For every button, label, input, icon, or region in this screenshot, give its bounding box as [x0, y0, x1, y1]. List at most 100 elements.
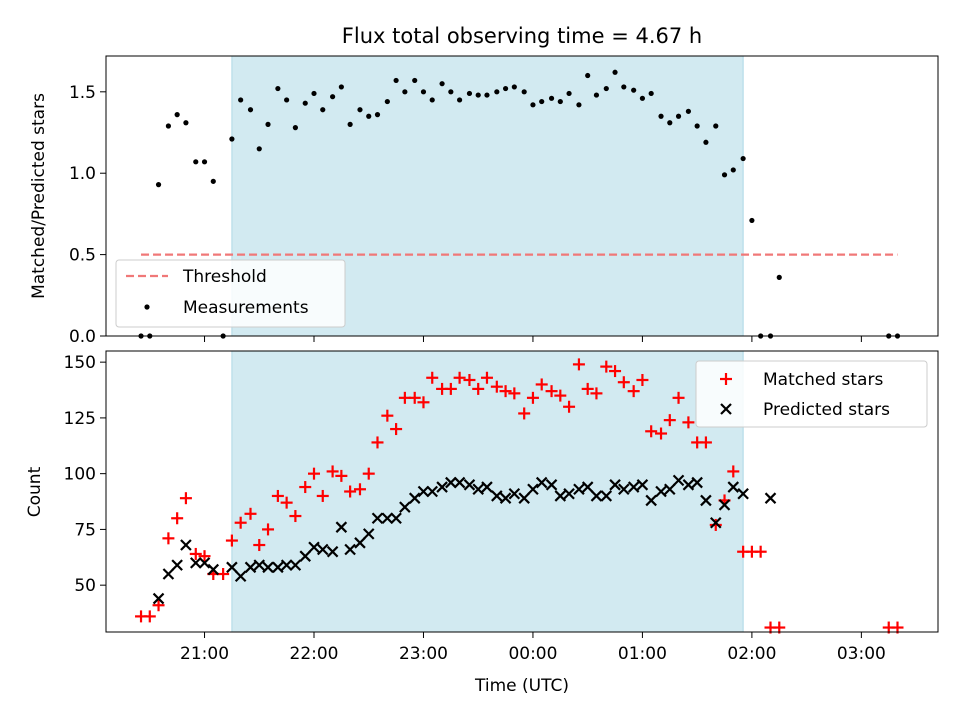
- matched-star-point: [545, 385, 558, 398]
- bottom-y-ticks: 50 75 100 125 150: [64, 353, 106, 596]
- predicted-star-point: [764, 492, 777, 504]
- predicted-star-point: [189, 557, 202, 569]
- bottom-x-ticks: 21:00 22:00 23:00 00:00 01:00 02:00 03:00: [180, 632, 886, 664]
- legend-predicted-label: Predicted stars: [763, 400, 890, 420]
- matched-star-point: [490, 380, 503, 393]
- measurement-point: [776, 274, 782, 280]
- matched-star-point: [672, 391, 685, 404]
- matched-star-point: [335, 469, 348, 482]
- legend-predicted-swatch: [720, 403, 732, 415]
- measurement-point: [174, 112, 180, 118]
- predicted-star-point: [508, 487, 521, 500]
- predicted-star-point: [326, 545, 339, 558]
- predicted-star-point: [545, 479, 558, 491]
- measurement-point: [330, 94, 336, 100]
- predicted-star-point: [180, 539, 192, 551]
- predicted-star-point: [436, 481, 448, 493]
- measurement-point: [402, 89, 408, 95]
- predicted-star-point: [563, 487, 575, 500]
- matched-star-point: [636, 373, 649, 386]
- y-tick-label: 75: [74, 520, 96, 540]
- matched-star-point: [344, 485, 357, 498]
- measurement-point: [412, 77, 418, 84]
- matched-star-point: [590, 387, 603, 400]
- legend-matched-label: Matched stars: [763, 370, 883, 390]
- measurement-point: [338, 84, 344, 90]
- matched-star-point: [645, 425, 658, 438]
- measurement-point: [740, 155, 746, 162]
- predicted-star-point: [518, 492, 530, 504]
- predicted-star-point: [162, 568, 175, 580]
- measurement-point: [420, 89, 427, 95]
- y-tick-label: 1.5: [69, 83, 96, 103]
- measurement-point: [429, 97, 435, 103]
- matched-star-point: [189, 547, 202, 560]
- predicted-star-point: [481, 481, 493, 493]
- top-y-ticks: 0.0 0.5 1.0 1.5: [69, 83, 106, 347]
- matched-star-point: [381, 409, 394, 422]
- matched-star-point: [463, 373, 476, 386]
- matched-star-point: [655, 427, 668, 440]
- measurement-point: [393, 77, 399, 84]
- predicted-star-point: [664, 483, 676, 496]
- predicted-star-point: [445, 476, 457, 489]
- predicted-star-point: [645, 494, 657, 507]
- matched-star-point: [444, 382, 457, 395]
- predicted-star-point: [289, 559, 302, 571]
- measurement-point: [275, 85, 281, 92]
- predicted-star-point: [691, 476, 703, 489]
- matched-star-point: [353, 483, 366, 496]
- measurement-point: [247, 107, 254, 113]
- predicted-star-point: [408, 492, 421, 504]
- matched-star-point: [508, 387, 521, 400]
- y-tick-label: 150: [64, 353, 96, 373]
- matched-star-point: [408, 391, 421, 404]
- measurement-point: [621, 84, 627, 90]
- predicted-star-point: [636, 479, 649, 491]
- predicted-star-point: [672, 474, 685, 487]
- matched-star-point: [289, 510, 302, 523]
- predicted-star-point: [152, 592, 165, 605]
- legend-matched-swatch: [720, 373, 732, 385]
- y-tick-label: 100: [64, 465, 96, 485]
- matched-star-point: [480, 371, 493, 384]
- predicted-star-point: [491, 490, 503, 502]
- matched-star-point: [426, 371, 439, 384]
- matched-star-point: [198, 550, 211, 563]
- matched-star-point: [572, 358, 585, 371]
- top-legend-box: [115, 259, 346, 328]
- matched-star-point: [179, 492, 192, 505]
- x-tick-label: 22:00: [290, 644, 339, 664]
- predicted-star-point: [399, 501, 411, 513]
- matched-star-point: [663, 414, 676, 427]
- top-axes-frame: [105, 55, 939, 337]
- predicted-star-point: [226, 561, 238, 574]
- predicted-star-point: [499, 492, 512, 504]
- measurement-point: [366, 113, 372, 119]
- predicted-star-point: [280, 559, 293, 571]
- measurement-point: [210, 178, 216, 184]
- measurement-point: [284, 97, 290, 103]
- matched-star-point: [499, 385, 512, 398]
- predicted-star-point: [627, 481, 640, 493]
- measurement-point: [475, 92, 481, 98]
- matched-star-point: [308, 467, 320, 480]
- matched-star-point: [271, 489, 284, 502]
- y-tick-label: 0.0: [69, 327, 96, 347]
- measurement-point: [484, 92, 490, 98]
- measurement-point: [667, 120, 673, 126]
- matched-star-point: [171, 512, 184, 525]
- measurement-point: [201, 159, 208, 165]
- matched-star-point: [754, 545, 767, 558]
- measurement-point: [675, 113, 682, 119]
- bottom-legend-box: [695, 360, 928, 428]
- predicted-star-point: [535, 476, 548, 489]
- y-tick-label: 1.0: [69, 164, 96, 184]
- matched-star-point: [152, 599, 165, 612]
- measurement-point: [685, 108, 692, 114]
- measurement-point: [557, 98, 563, 105]
- measurement-point: [256, 146, 262, 152]
- measurement-point: [530, 102, 536, 108]
- measurement-point: [585, 72, 591, 79]
